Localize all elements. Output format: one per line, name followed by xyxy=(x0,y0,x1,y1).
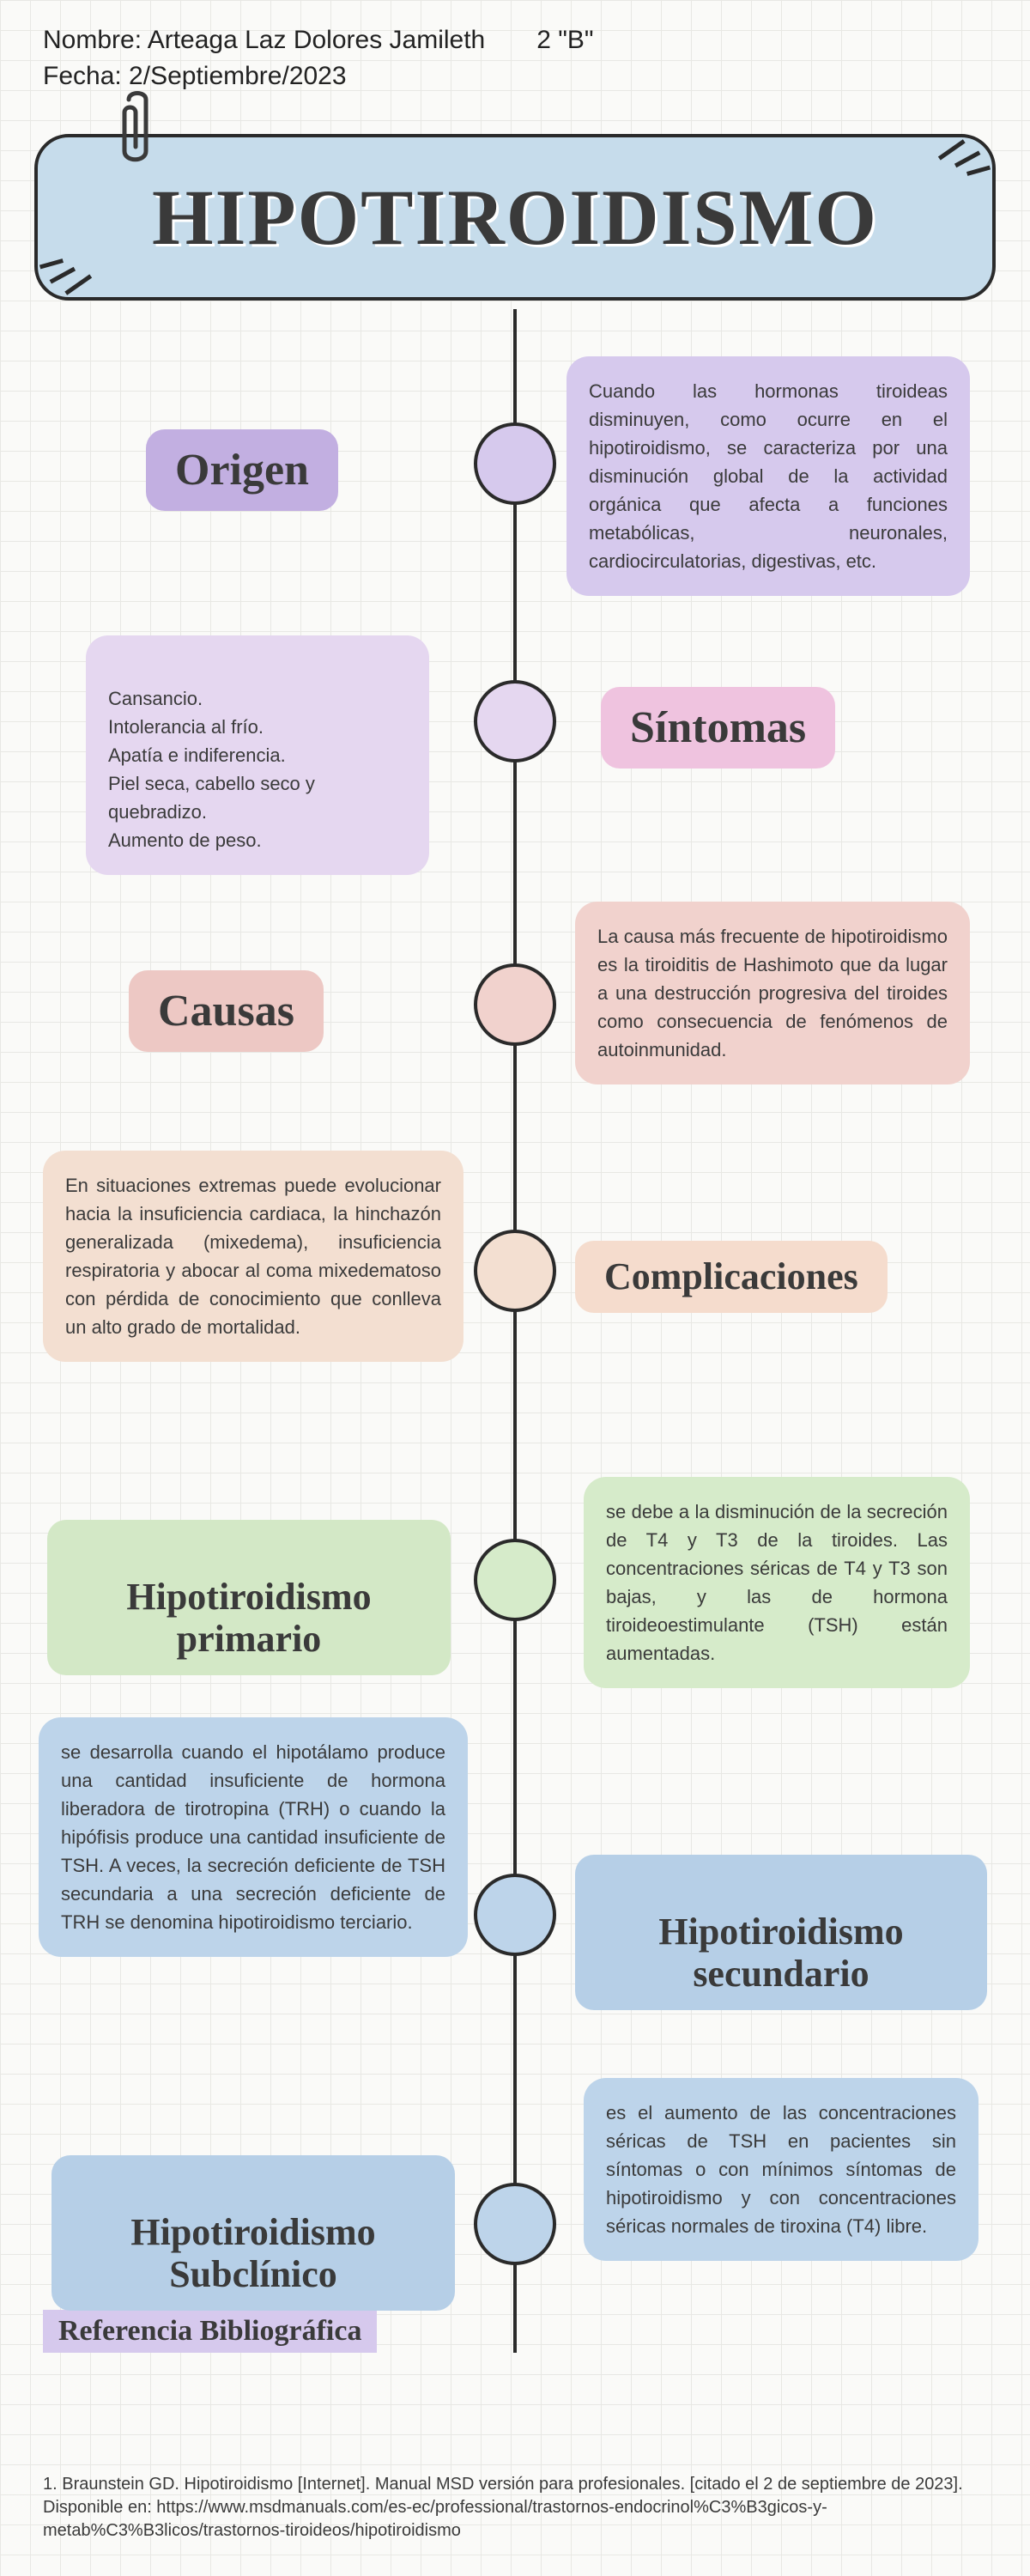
card-causas: La causa más frecuente de hipotiroidismo… xyxy=(575,902,970,1084)
label-text: Origen xyxy=(175,446,309,495)
card-text: En situaciones extremas puede evoluciona… xyxy=(65,1175,441,1338)
label-primario: Hipotiroidismo primario xyxy=(47,1520,451,1675)
paperclip-icon xyxy=(112,87,163,177)
timeline-node xyxy=(474,1230,556,1312)
timeline-line xyxy=(513,309,517,2353)
spark-icon xyxy=(927,115,1006,191)
card-text: es el aumento de las concentraciones sér… xyxy=(606,2102,956,2237)
label-subclinico: Hipotiroidismo Subclínico xyxy=(52,2155,455,2311)
class-group: 2 "B" xyxy=(536,26,593,55)
card-sintomas: Cansancio. Intolerancia al frío. Apatía … xyxy=(86,635,429,875)
label-text: Complicaciones xyxy=(604,1255,858,1297)
student-name: Nombre: Arteaga Laz Dolores Jamileth xyxy=(43,26,485,55)
timeline-node xyxy=(474,422,556,505)
label-text: Síntomas xyxy=(630,703,806,752)
card-text: se debe a la disminución de la secreción… xyxy=(606,1501,948,1664)
card-complicaciones: En situaciones extremas puede evoluciona… xyxy=(43,1151,464,1362)
label-text: Hipotiroidismo secundario xyxy=(658,1911,903,1994)
timeline-node xyxy=(474,1539,556,1621)
card-text: Cansancio. Intolerancia al frío. Apatía … xyxy=(108,688,315,851)
timeline-node xyxy=(474,2183,556,2265)
label-text: Causas xyxy=(158,987,294,1036)
reference-text: 1. Braunstein GD. Hipotiroidismo [Intern… xyxy=(17,2473,1013,2543)
title-badge: HIPOTIROIDISMO xyxy=(34,134,996,301)
card-origen: Cuando las hormonas tiroideas disminuyen… xyxy=(566,356,970,596)
label-complicaciones: Complicaciones xyxy=(575,1241,888,1313)
card-text: Cuando las hormonas tiroideas disminuyen… xyxy=(589,380,948,572)
ref-body: 1. Braunstein GD. Hipotiroidismo [Intern… xyxy=(43,2475,963,2540)
timeline-node xyxy=(474,680,556,762)
label-text: Hipotiroidismo primario xyxy=(126,1576,371,1659)
label-text: Hipotiroidismo Subclínico xyxy=(130,2211,375,2294)
ref-title-text: Referencia Bibliográfica xyxy=(58,2315,361,2347)
reference-title: Referencia Bibliográfica xyxy=(43,2310,377,2353)
card-subclinico: es el aumento de las concentraciones sér… xyxy=(584,2078,978,2261)
card-primario: se debe a la disminución de la secreción… xyxy=(584,1477,970,1688)
timeline-node xyxy=(474,963,556,1046)
card-text: se desarrolla cuando el hipotálamo produ… xyxy=(61,1741,445,1933)
timeline-node xyxy=(474,1874,556,1956)
title-container: HIPOTIROIDISMO xyxy=(0,134,1030,301)
card-text: La causa más frecuente de hipotiroidismo… xyxy=(597,926,948,1060)
card-secundario: se desarrolla cuando el hipotálamo produ… xyxy=(39,1717,468,1957)
label-sintomas: Síntomas xyxy=(601,687,835,769)
date: Fecha: 2/Septiembre/2023 xyxy=(43,62,987,91)
page-content: Nombre: Arteaga Laz Dolores Jamileth 2 "… xyxy=(0,0,1030,2370)
label-origen: Origen xyxy=(146,429,338,511)
page-title: HIPOTIROIDISMO xyxy=(64,172,966,263)
label-causas: Causas xyxy=(129,970,324,1052)
timeline: Origen Cuando las hormonas tiroideas dis… xyxy=(0,309,1030,2370)
label-secundario: Hipotiroidismo secundario xyxy=(575,1855,987,2010)
